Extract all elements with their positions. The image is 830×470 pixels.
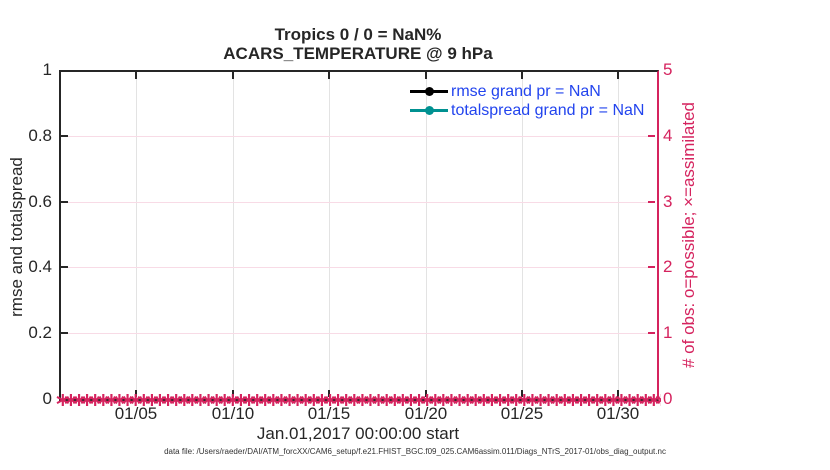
plot-title-line-1: Tropics 0 / 0 = NaN% (274, 25, 442, 44)
gridline-horizontal (61, 202, 655, 203)
x-tick-label: 01/20 (404, 404, 448, 423)
x-tick-label: 01/25 (500, 404, 544, 423)
gridline-vertical (426, 72, 427, 397)
axis-tick (232, 390, 234, 397)
y-left-tick-label: 1 (42, 60, 52, 79)
y-left-tick-label: 0 (42, 389, 52, 408)
footer-data-file: data file: /Users/raeder/DAI/ATM_forcXX/… (164, 447, 666, 456)
axis-tick (61, 135, 68, 137)
axis-tick (648, 266, 655, 268)
y-right-tick-label: 1 (663, 323, 673, 342)
gridline-vertical (522, 72, 523, 397)
gridline-horizontal (61, 136, 655, 137)
y-left-tick-label: 0.6 (28, 192, 52, 211)
x-tick-label: 01/05 (114, 404, 158, 423)
legend-item-rmse: rmse grand pr = NaN (409, 82, 659, 101)
y-right-tick-label: 3 (663, 192, 673, 211)
x-tick-label: 01/15 (307, 404, 351, 423)
y-right-axis-label: # of obs: o=possible; ×=assimilated (679, 101, 698, 369)
axis-tick (648, 135, 655, 137)
axis-tick (328, 72, 330, 79)
axis-tick (135, 390, 137, 397)
gridline-vertical (329, 72, 330, 397)
axis-tick (425, 390, 427, 397)
axis-tick (61, 201, 68, 203)
y-right-tick-label: 4 (663, 126, 673, 145)
y-right-tick-label: 5 (663, 60, 673, 79)
axis-tick (648, 332, 655, 334)
gridline-horizontal (61, 267, 655, 268)
y-left-axis-label: rmse and totalspread (7, 157, 26, 317)
y-right-tick-label: 2 (663, 257, 673, 276)
gridline-horizontal (61, 333, 655, 334)
legend: rmse grand pr = NaN totalspread grand pr… (409, 82, 659, 120)
axis-tick (521, 72, 523, 79)
axis-tick (521, 390, 523, 397)
x-tick-label: 01/30 (596, 404, 640, 423)
y-right-tick-label: 0 (663, 389, 673, 408)
plot-area (59, 70, 659, 401)
totalspread-dot-marker-icon (425, 106, 434, 115)
obs-markers-band: ****************************************… (56, 392, 661, 408)
plot-title-line-2: ACARS_TEMPERATURE @ 9 hPa (223, 44, 493, 63)
axis-tick (328, 390, 330, 397)
y-left-tick-label: 0.2 (28, 323, 52, 342)
x-axis-label: Jan.01,2017 00:00:00 start (256, 424, 460, 443)
rmse-dot-marker-icon (425, 87, 434, 96)
axis-tick (61, 332, 68, 334)
axis-tick (61, 266, 68, 268)
legend-item-totalspread: totalspread grand pr = NaN (409, 101, 659, 120)
x-tick-label: 01/10 (211, 404, 255, 423)
gridline-vertical (136, 72, 137, 397)
axis-tick (135, 72, 137, 79)
legend-label-rmse: rmse grand pr = NaN (451, 83, 601, 100)
axis-tick (425, 72, 427, 79)
plot-title: Tropics 0 / 0 = NaN% ACARS_TEMPERATURE @… (59, 25, 657, 63)
axis-tick (648, 201, 655, 203)
axis-tick (617, 390, 619, 397)
axis-tick (617, 72, 619, 79)
axis-tick (232, 72, 234, 79)
gridline-vertical (618, 72, 619, 397)
gridline-vertical (233, 72, 234, 397)
legend-label-totalspread: totalspread grand pr = NaN (451, 102, 645, 119)
y-left-tick-label: 0.8 (28, 126, 52, 145)
y-left-tick-label: 0.4 (28, 257, 52, 276)
